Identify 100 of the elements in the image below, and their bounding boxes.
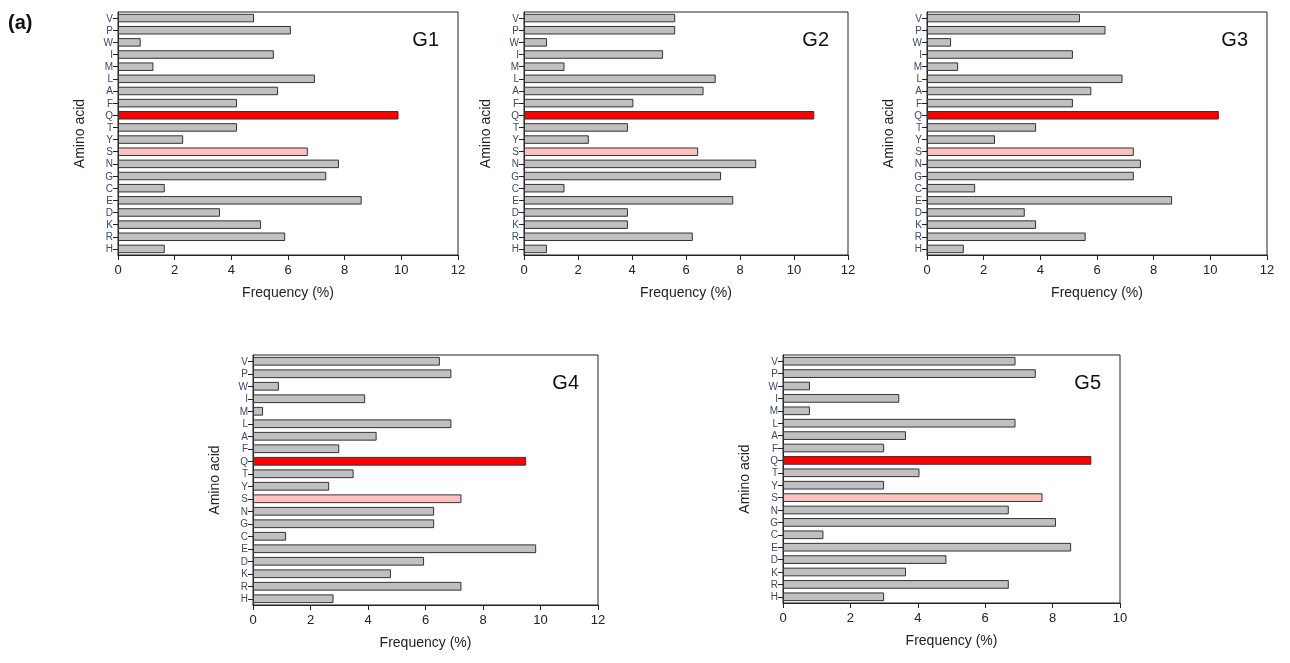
bar xyxy=(927,220,1037,229)
x-tick-label: 4 xyxy=(227,262,235,277)
y-tick-label: G xyxy=(914,170,923,182)
y-tick-label: I xyxy=(775,392,778,404)
y-axis-title: Amino acid xyxy=(71,98,87,169)
x-tick-label: 0 xyxy=(249,612,257,627)
y-tick-label: V xyxy=(512,12,520,24)
bar xyxy=(783,592,885,602)
y-axis-title: Amino acid xyxy=(206,445,222,515)
bar xyxy=(524,50,664,59)
y-tick-label: D xyxy=(105,206,113,218)
bar xyxy=(253,469,354,479)
bar xyxy=(524,220,628,229)
x-axis-title: Frequency (%) xyxy=(242,284,334,300)
bar xyxy=(927,13,1080,23)
y-tick-label: W xyxy=(509,36,520,48)
y-tick-label: R xyxy=(240,580,248,592)
bar xyxy=(927,86,1092,96)
x-tick-label: 2 xyxy=(846,610,855,625)
x-tick-label: 12 xyxy=(840,262,856,277)
y-tick-label: M xyxy=(913,61,922,73)
y-tick-label: Q xyxy=(105,109,114,121)
y-tick-label: H xyxy=(914,243,922,255)
bar xyxy=(524,208,628,217)
bar xyxy=(783,542,1072,552)
bar xyxy=(118,244,165,254)
bar xyxy=(524,13,676,23)
bar xyxy=(118,196,362,205)
bar xyxy=(524,62,565,71)
y-tick-label: R xyxy=(914,231,922,243)
y-tick-label: T xyxy=(512,121,519,133)
y-tick-label: W xyxy=(103,36,114,48)
x-axis-title: Frequency (%) xyxy=(640,284,732,300)
y-tick-label: M xyxy=(239,405,248,417)
bar xyxy=(118,220,262,229)
y-tick-label: P xyxy=(241,368,249,380)
bar xyxy=(783,530,824,540)
bar xyxy=(783,493,1043,502)
y-tick-label: A xyxy=(512,85,520,97)
bar xyxy=(927,159,1141,169)
x-tick-label: 8 xyxy=(479,612,487,627)
bar xyxy=(524,159,757,169)
y-tick-label: Y xyxy=(106,134,114,146)
bar xyxy=(783,468,920,478)
bar xyxy=(524,135,589,144)
y-tick-label: C xyxy=(914,182,922,194)
x-tick-label: 4 xyxy=(914,610,922,625)
bar xyxy=(118,135,184,144)
bar xyxy=(927,50,1073,59)
y-tick-label: P xyxy=(915,24,923,36)
text: G5 xyxy=(1074,371,1102,393)
x-tick-label: 8 xyxy=(1150,262,1158,277)
y-tick-label: M xyxy=(104,61,113,73)
y-tick-label: Y xyxy=(771,479,779,491)
bar xyxy=(253,356,440,366)
y-tick-label: A xyxy=(241,430,249,442)
bar xyxy=(253,544,537,554)
x-tick-label: 10 xyxy=(394,262,409,277)
bar xyxy=(524,183,565,193)
y-tick-label: I xyxy=(110,49,113,61)
y-tick-label: I xyxy=(516,49,519,61)
y-tick-label: E xyxy=(106,194,114,206)
bar xyxy=(253,481,330,491)
y-tick-label: P xyxy=(106,24,114,36)
bar xyxy=(253,594,334,604)
y-tick-label: L xyxy=(772,417,779,429)
bar xyxy=(927,74,1123,84)
bar xyxy=(783,394,900,403)
y-tick-label: E xyxy=(771,541,779,553)
y-tick-label: F xyxy=(106,97,113,109)
bar xyxy=(524,38,547,47)
bar xyxy=(524,196,734,205)
x-tick-label: 8 xyxy=(736,262,744,277)
y-tick-label: N xyxy=(105,158,113,170)
y-tick-label: N xyxy=(914,158,922,170)
y-tick-label: A xyxy=(915,85,923,97)
bar xyxy=(253,406,264,416)
x-tick-label: 0 xyxy=(779,610,787,625)
y-tick-label: Q xyxy=(770,454,779,466)
y-tick-label: C xyxy=(105,182,113,194)
x-axis-title: Frequency (%) xyxy=(379,634,472,650)
y-tick-label: G xyxy=(105,170,114,182)
y-tick-label: T xyxy=(241,468,248,480)
y-tick-label: D xyxy=(511,206,519,218)
x-tick-label: 8 xyxy=(341,262,349,277)
bar xyxy=(927,62,959,71)
bar xyxy=(253,581,462,591)
bar xyxy=(524,123,628,132)
y-tick-label: R xyxy=(511,231,519,243)
x-tick-label: 4 xyxy=(1036,262,1044,277)
bar xyxy=(783,480,885,490)
y-tick-label: T xyxy=(915,121,922,133)
y-tick-label: F xyxy=(241,443,248,455)
bar xyxy=(927,183,976,193)
x-tick-label: 4 xyxy=(364,612,372,627)
bar xyxy=(927,98,1073,108)
y-tick-label: A xyxy=(106,85,114,97)
bar xyxy=(783,381,810,391)
y-tick-label: E xyxy=(241,543,249,555)
bar xyxy=(118,147,308,156)
